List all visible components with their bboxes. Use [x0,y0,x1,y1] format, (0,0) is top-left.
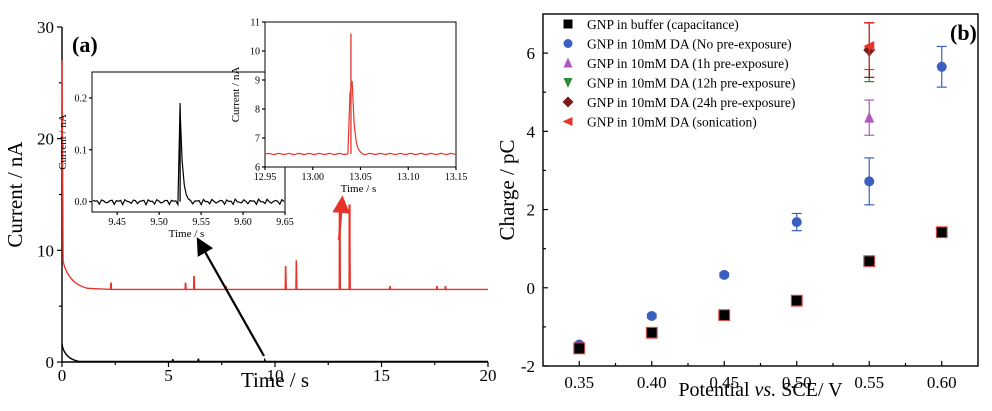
panel-b-legend: GNP in buffer (capacitance) GNP in 10mM D… [562,17,795,130]
a-y-tick-label: 20 [37,130,54,149]
b-y-tick-label: 6 [527,44,536,63]
data-point-circle [864,176,875,187]
inset-x-tick-label: 9.45 [108,217,126,228]
data-point-triangle-down [563,78,573,88]
legend-entry-label: GNP in 10mM DA (12h pre-exposure) [587,76,795,91]
legend-entry-label: GNP in buffer (capacitance) [587,17,739,32]
data-point-overlay [863,255,876,268]
inset-x-tick-label: 13.00 [302,172,325,183]
inset-y-tick-label: 0.2 [75,93,88,104]
data-point-overlay [718,309,731,322]
data-point-circle [719,269,730,280]
b-x-tick-label: 0.55 [854,373,884,392]
panel-a-callout-arrows [196,195,350,357]
data-point-square [646,327,657,338]
legend-entry-label: GNP in 10mM DA (24h pre-exposure) [587,95,795,110]
b-y-tick-label: 2 [527,201,536,220]
data-point-overlay [573,342,586,355]
a-x-tick-label: 15 [373,366,390,385]
data-point-square [936,227,947,238]
inset-y-axis-label: Current / nA [230,67,242,123]
b-x-tick-label: 0.60 [927,373,957,392]
data-point-circle [563,39,573,48]
data-point-overlay [935,226,948,239]
panel-a-label: (a) [72,32,98,57]
panel-a-inset-black-trace: 9.45 9.50 9.55 9.60 9.65 0.0 0.1 0.2 Time / s Cur… [57,71,294,240]
inset-x-tick-label: 9.65 [276,217,294,228]
data-point-overlay [790,294,803,307]
data-point-square [791,295,802,306]
a-y-tick-label: 30 [37,18,54,37]
legend-entry-label: GNP in 10mM DA (sonication) [587,115,757,130]
b-x-tick-label: 0.40 [637,373,667,392]
inset-y-axis-label: Current / nA [57,114,69,170]
inset-y-tick-label: 6 [255,163,260,174]
a-x-tick-label: 0 [58,366,67,385]
a-black-callout-arrow [196,237,265,357]
legend-entry-label: GNP in 10mM DA (No pre-exposure) [587,37,792,52]
data-point-diamond [562,96,574,108]
b-x-tick-label: 0.45 [709,373,739,392]
a-y-axis-label: Current / nA [3,141,27,248]
inset-y-tick-label: 0.0 [75,197,88,208]
a-x-tick-label: 5 [164,366,173,385]
b-y-tick-label: 0 [527,279,536,298]
panel-a-inset-red-trace: 12.95 13.00 13.05 13.10 13.15 6 7 8 9 10 11 Time / … [230,18,467,196]
b-y-tick-label: 4 [527,122,536,141]
inset-x-axis-label: Time / s [169,228,205,240]
data-point-square [563,19,573,29]
a-trace-line-1 [61,344,488,363]
b-x-tick-label: 0.50 [782,373,812,392]
panel-a-main-plot: 0 5 10 15 20 0 10 20 30 Time / s Current / nA [3,18,497,392]
panel-b-main-plot: 0.35 0.40 0.45 0.50 0.55 0.60 -2 0 2 4 6 Potential … [495,13,979,401]
a-x-axis-label: Time / s [241,368,309,392]
data-point-circle [936,61,947,72]
data-point-triangle-left [562,117,573,126]
panel-b-label: (b) [950,20,977,45]
data-point-circle [646,310,657,321]
inset-y-tick-label: 11 [250,18,260,29]
b-x-tick-label: 0.35 [564,373,594,392]
a-x-tick-label: 20 [480,366,497,385]
a-y-tick-label: 0 [46,353,55,372]
inset-y-tick-label: 9 [255,76,260,87]
data-point-circle [791,217,802,228]
inset-y-tick-label: 8 [255,105,260,116]
inset-x-axis-label: Time / s [341,183,377,195]
data-point-overlay [645,326,658,339]
b-y-axis-label: Charge / pC [495,139,519,240]
a-x-tick-label: 10 [267,366,284,385]
data-point-square [719,310,730,321]
inset-y-tick-label: 0.1 [75,145,88,156]
legend-entry-label: GNP in 10mM DA (1h pre-exposure) [587,56,789,71]
inset-frame [91,71,286,213]
inset-x-tick-label: 13.10 [397,172,420,183]
data-point-square [864,256,875,267]
b-x-axis-label-part: SCE/ V [776,379,843,401]
inset-x-tick-label: 13.15 [445,172,468,183]
inset-y-tick-label: 7 [255,134,260,145]
b-x-axis-label-part: vs. [755,379,777,401]
inset-x-tick-label: 9.60 [234,217,252,228]
inset-x-tick-label: 9.55 [192,217,210,228]
inset-x-tick-label: 12.95 [254,172,277,183]
data-point-triangle-up [864,111,875,123]
inset-y-tick-label: 10 [250,47,260,58]
data-point-triangle-left [863,41,875,52]
inset-x-tick-label: 13.05 [349,172,372,183]
inset-trace-line [92,108,285,207]
b-x-axis-label-part: Potential [678,379,754,401]
a-red-callout-arrow [332,195,350,241]
inset-frame [264,21,457,168]
panel-b-charge-scatter-chart: (b) 0.35 0.40 0.45 0.50 0.55 0.60 -2 0 2 4 6 Potent… [495,13,979,401]
a-y-tick-label: 10 [37,241,54,260]
inset-x-tick-label: 9.50 [150,217,168,228]
b-x-axis-label: Potential vs. SCE/ V [678,379,843,401]
inset-trace-line [265,80,456,156]
b-y-tick-label: -2 [521,357,535,376]
data-point-triangle-up [563,57,573,68]
data-point-square [574,343,585,354]
